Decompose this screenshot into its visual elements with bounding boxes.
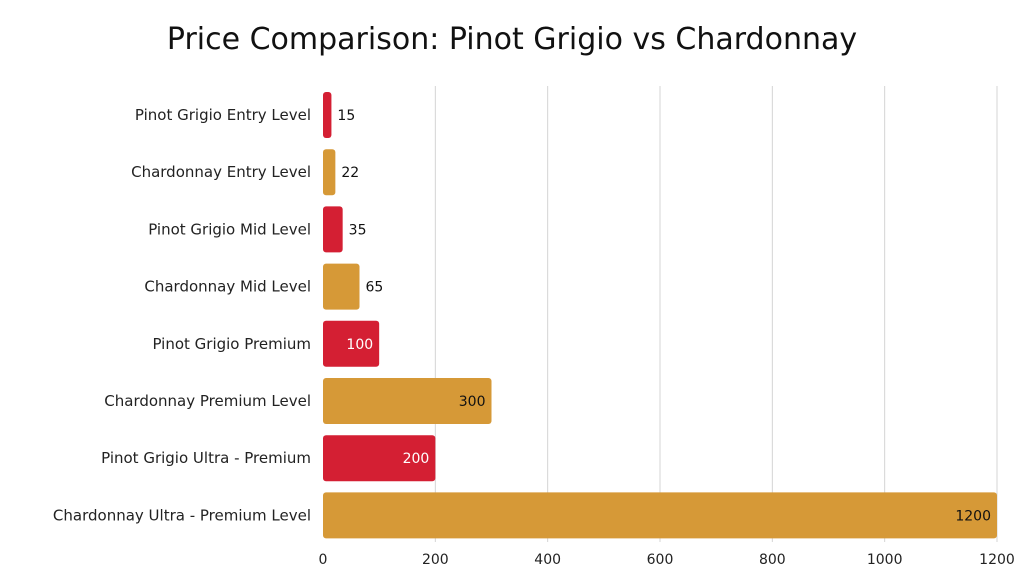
bars	[323, 92, 997, 539]
category-label: Pinot Grigio Ultra - Premium	[101, 449, 311, 467]
x-tick-label: 600	[647, 552, 674, 568]
chart-title: Price Comparison: Pinot Grigio vs Chardo…	[166, 22, 858, 57]
x-tick-label: 1000	[867, 552, 903, 568]
category-labels: Pinot Grigio Entry Level Chardonnay Entry…	[53, 106, 311, 524]
category-label: Chardonnay Mid Level	[144, 278, 311, 296]
bar	[323, 206, 343, 253]
data-label: 35	[349, 222, 367, 238]
bar	[323, 320, 380, 367]
category-label: Pinot Grigio Premium	[152, 335, 311, 353]
category-label: Chardonnay Entry Level	[131, 163, 311, 181]
category-label: Pinot Grigio Mid Level	[148, 220, 311, 238]
bar	[323, 435, 436, 482]
x-tick-label: 800	[759, 552, 786, 568]
x-tick-label: 400	[534, 552, 561, 568]
data-label: 100	[346, 337, 373, 353]
x-tick-label: 1200	[979, 552, 1015, 568]
data-label: 15	[337, 108, 355, 124]
bar	[323, 92, 332, 138]
x-tick-label: 0	[319, 552, 328, 568]
category-label: Chardonnay Ultra - Premium Level	[53, 506, 311, 524]
bar	[323, 149, 336, 196]
x-axis-tick-labels: 0 200 400 600 800 1000 1200	[319, 552, 1015, 568]
data-label: 22	[341, 165, 359, 181]
bar	[323, 263, 360, 310]
data-label: 300	[459, 394, 486, 410]
bar	[323, 492, 997, 539]
data-labels: 15 22 35 65 100 300 200 1200	[337, 108, 991, 524]
data-label: 200	[403, 451, 430, 467]
data-label: 65	[366, 280, 384, 296]
bar	[323, 378, 492, 424]
gridlines	[434, 86, 998, 542]
x-tick-label: 200	[422, 552, 449, 568]
category-label: Pinot Grigio Entry Level	[135, 106, 311, 124]
category-label: Chardonnay Premium Level	[104, 392, 311, 410]
data-label: 1200	[955, 508, 991, 524]
